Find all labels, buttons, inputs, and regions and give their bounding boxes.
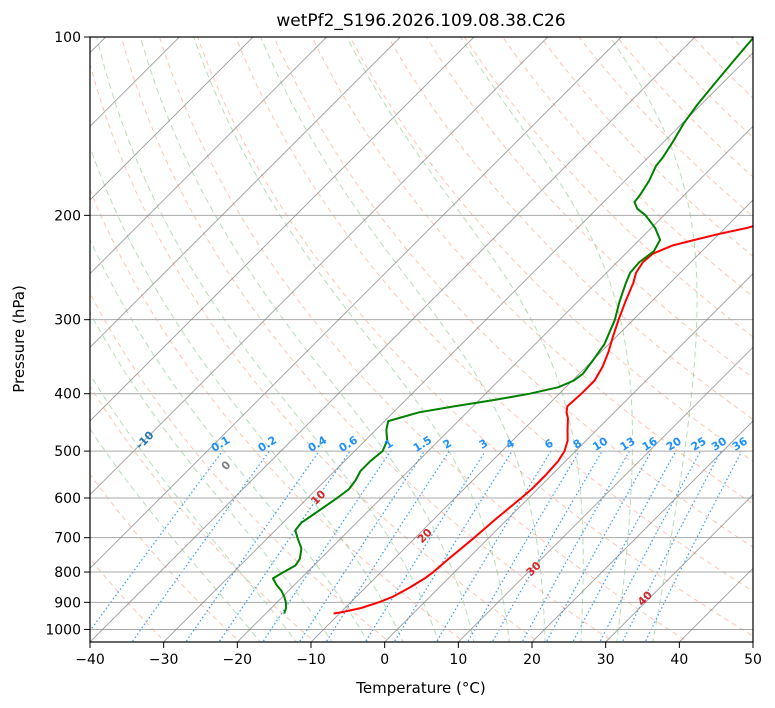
mixing-ratio-line [325,450,450,642]
dry-adiabat-line [311,37,753,505]
x-tick-label: 20 [523,652,541,668]
chart-title: wetPf2_S196.2026.109.08.38.C26 [276,11,565,31]
y-tick-label: 1000 [45,622,81,638]
moist-adiabat-line [90,145,404,642]
isotherm-gridline [90,37,475,422]
isotherm-gridline [90,37,328,275]
isotherm-gridline [384,272,753,642]
mixing-ratio-line [131,450,270,642]
isotherm-gridline [90,37,696,642]
mixing-ratio-line [262,450,392,642]
y-tick-label: 900 [54,595,81,611]
dry-adiabat-line [90,62,540,642]
y-tick-label: 700 [54,531,81,547]
plot-frame [89,36,754,643]
x-tick-label: 0 [380,652,389,668]
isotherm-gridline [90,37,622,570]
y-tick-label: 100 [54,30,81,46]
mixing-ratio-line [218,450,351,642]
y-tick-label: 400 [54,387,81,403]
mixing-ratio-line [621,450,722,642]
x-tick-label: 50 [744,652,762,668]
x-tick-label: −30 [149,652,179,668]
dry-adiabat-line [90,188,465,642]
dry-adiabat-line [90,473,241,642]
y-tick-label: 800 [54,565,81,581]
mixing-ratio-line [298,450,425,642]
x-tick-label: −10 [296,652,326,668]
mixing-ratio-line [466,450,580,642]
isobar-gridlines [90,37,753,630]
y-axis-ticks: 1000 900 800 700 600 500 400 300 200 100 [45,30,90,638]
isotherm-gridline [605,493,753,642]
dry-adiabat-line [158,37,690,642]
x-tick-label: −40 [75,652,105,668]
dry-adiabat-line [349,37,753,462]
isotherm-gridline [163,51,753,642]
x-axis-ticks: −40 −30 −20 −10 0 10 20 30 40 50 [75,642,762,668]
y-axis-label: Pressure (hPa) [10,285,28,393]
temperature-profile-line [333,225,753,615]
dry-adiabat-line [197,37,753,637]
plot-area: -100-90-80-70-60-50-40-30-20-10010203040… [90,37,753,642]
isotherm-gridline [531,420,753,642]
y-tick-label: 600 [54,491,81,507]
x-tick-label: −20 [223,652,253,668]
x-axis-label: Temperature (°C) [355,679,485,697]
isotherm-gridline [90,37,401,349]
moist-adiabat-line [90,238,369,642]
mixing-ratio-line [599,450,702,642]
isotherm-gridline [90,37,254,201]
y-tick-label: 300 [54,313,81,329]
x-tick-label: 40 [670,652,688,668]
isotherm-gridline [457,346,753,642]
mixing-ratio-line [90,450,223,632]
isotherm-gridlines [90,37,753,642]
y-tick-label: 200 [54,208,81,224]
isotherm-gridline [310,199,753,642]
mixing-ratio-line [572,450,677,642]
dry-adiabat-line [463,37,753,338]
x-tick-label: 10 [449,652,467,668]
isotherm-gridline [236,125,753,642]
dewpoint-profile-line [271,37,753,614]
mixing-ratio-labels: 0.1 0.2 0.4 0.6 1 1.5 2 3 4 6 8 10 13 16 20 25 30 36 [209,433,750,455]
sounding-profiles [271,37,753,615]
y-tick-label: 500 [54,444,81,460]
isotherm-gridline [90,37,549,496]
mixing-ratio-line [185,450,320,642]
x-tick-label: 30 [597,652,615,668]
